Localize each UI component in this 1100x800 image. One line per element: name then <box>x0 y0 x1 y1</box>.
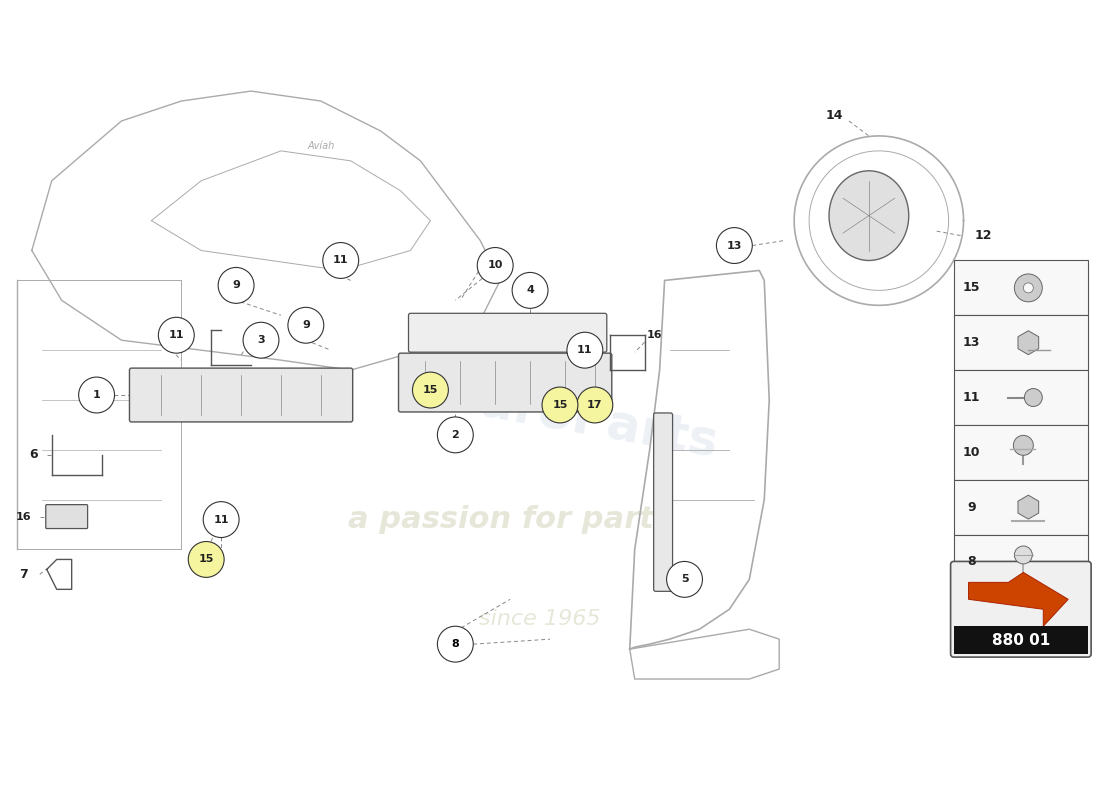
Text: 11: 11 <box>213 514 229 525</box>
Text: 8: 8 <box>451 639 459 649</box>
Circle shape <box>542 387 578 423</box>
Text: 3: 3 <box>257 335 265 346</box>
Text: 8: 8 <box>967 555 976 569</box>
Circle shape <box>188 542 224 578</box>
Circle shape <box>576 387 613 423</box>
Circle shape <box>1023 283 1033 293</box>
Text: 11: 11 <box>168 330 184 340</box>
Text: 15: 15 <box>552 400 568 410</box>
Circle shape <box>513 273 548 308</box>
Text: 4: 4 <box>526 286 534 295</box>
FancyBboxPatch shape <box>408 314 607 352</box>
Text: 6: 6 <box>30 448 38 462</box>
Bar <box>954 370 1088 425</box>
Circle shape <box>1013 435 1033 455</box>
Text: 11: 11 <box>578 345 593 355</box>
Circle shape <box>412 372 449 408</box>
FancyBboxPatch shape <box>46 505 88 529</box>
Text: 9: 9 <box>232 280 240 290</box>
Bar <box>954 315 1088 370</box>
Text: 14: 14 <box>825 110 843 122</box>
FancyBboxPatch shape <box>398 353 612 412</box>
Circle shape <box>716 228 752 263</box>
Text: 16: 16 <box>16 511 32 522</box>
Circle shape <box>288 307 323 343</box>
Polygon shape <box>1018 495 1038 519</box>
FancyBboxPatch shape <box>950 562 1091 657</box>
Text: 2: 2 <box>451 430 459 440</box>
Bar <box>954 480 1088 534</box>
Text: 12: 12 <box>975 229 992 242</box>
Ellipse shape <box>829 170 909 261</box>
Text: 13: 13 <box>962 336 980 349</box>
Bar <box>954 425 1088 480</box>
Text: 15: 15 <box>422 385 438 395</box>
Circle shape <box>158 318 195 353</box>
Circle shape <box>1014 546 1032 564</box>
Text: 880 01: 880 01 <box>992 633 1050 648</box>
Text: 15: 15 <box>198 554 213 565</box>
Circle shape <box>438 626 473 662</box>
Circle shape <box>78 377 114 413</box>
Text: 10: 10 <box>487 261 503 270</box>
Text: 1: 1 <box>92 390 100 400</box>
Text: 11: 11 <box>333 255 349 266</box>
Circle shape <box>1014 274 1043 302</box>
Bar <box>954 534 1088 590</box>
Circle shape <box>566 332 603 368</box>
Circle shape <box>438 417 473 453</box>
FancyBboxPatch shape <box>130 368 353 422</box>
Text: 13: 13 <box>727 241 742 250</box>
Text: 15: 15 <box>962 282 980 294</box>
Circle shape <box>218 267 254 303</box>
Text: 9: 9 <box>967 501 976 514</box>
Text: 11: 11 <box>962 391 980 404</box>
Bar <box>954 261 1088 315</box>
Circle shape <box>204 502 239 538</box>
Text: a passion for parts: a passion for parts <box>348 505 672 534</box>
Circle shape <box>1024 389 1043 406</box>
Text: 16: 16 <box>647 330 662 340</box>
Circle shape <box>667 562 703 598</box>
Text: 10: 10 <box>962 446 980 459</box>
Text: 7: 7 <box>20 568 29 581</box>
Circle shape <box>322 242 359 278</box>
Bar <box>954 626 1088 654</box>
Polygon shape <box>968 572 1068 626</box>
FancyBboxPatch shape <box>653 413 672 591</box>
Text: 17: 17 <box>587 400 603 410</box>
Polygon shape <box>1018 330 1038 354</box>
Text: 9: 9 <box>301 320 310 330</box>
Circle shape <box>477 247 513 283</box>
Circle shape <box>243 322 279 358</box>
Text: 5: 5 <box>681 574 689 584</box>
Text: Avíah: Avíah <box>307 141 334 151</box>
Text: CuroParts: CuroParts <box>439 372 722 468</box>
Text: since 1965: since 1965 <box>480 610 601 630</box>
